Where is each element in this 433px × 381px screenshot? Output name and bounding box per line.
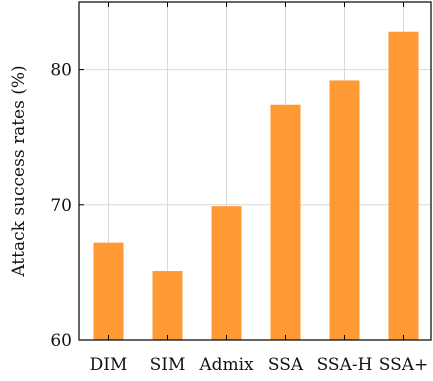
bar-ssa-h	[329, 80, 360, 340]
y-tick-label: 60	[50, 331, 72, 351]
grid-layer	[79, 2, 431, 341]
x-tick-label: SSA+	[379, 355, 429, 375]
tick-layer: 60 70 80 DIM SIM Admix SSA SSA-H SSA+	[50, 2, 428, 375]
y-tick-label: 80	[50, 61, 72, 81]
bar-layer	[93, 31, 419, 341]
x-tick-label: SSA	[268, 355, 304, 375]
y-tick-label: 70	[50, 196, 72, 216]
bar-ssa-	[388, 31, 419, 341]
bar-admix	[211, 206, 242, 340]
x-tick-label: Admix	[198, 355, 254, 375]
bar-ssa	[270, 104, 301, 340]
x-tick-label: DIM	[90, 355, 128, 375]
plot-frame	[78, 1, 432, 341]
bar-sim	[152, 271, 183, 340]
y-axis-label: Attack success rates (%)	[9, 65, 29, 277]
bar-dim	[93, 242, 124, 340]
x-tick-label: SSA-H	[317, 355, 373, 375]
x-tick-label: SIM	[150, 355, 186, 375]
